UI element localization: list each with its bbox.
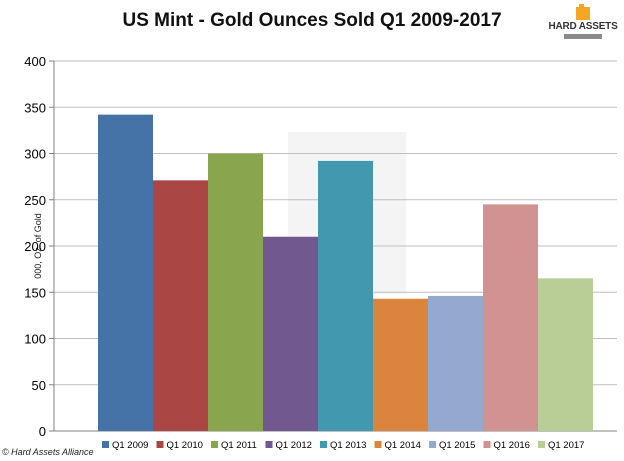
legend-label: Q1 2017 xyxy=(548,440,584,451)
legend-label: Q1 2010 xyxy=(167,440,203,451)
bar-q1-2012 xyxy=(263,236,318,431)
legend-swatch xyxy=(102,441,109,448)
y-tick-label: 200 xyxy=(24,239,46,254)
hard-assets-logo: HARD ASSETS xyxy=(548,4,618,42)
legend-swatch xyxy=(429,441,436,448)
y-tick-label: 400 xyxy=(24,54,46,69)
logo-subtitle-bar xyxy=(564,34,602,39)
legend-swatch xyxy=(374,441,382,448)
bar-q1-2013 xyxy=(318,160,373,431)
legend-label: Q1 2016 xyxy=(494,440,530,451)
legend-label: Q1 2011 xyxy=(221,440,257,451)
y-tick-label: 50 xyxy=(32,378,46,393)
y-tick-label: 0 xyxy=(39,424,46,439)
y-tick-label: 100 xyxy=(24,332,46,347)
bar-q1-2010 xyxy=(153,180,208,431)
legend-swatch xyxy=(320,441,327,448)
legend-label: Q1 2014 xyxy=(385,440,421,451)
house-icon xyxy=(576,4,590,20)
y-tick-label: 350 xyxy=(24,100,46,115)
legend-swatch xyxy=(483,441,491,448)
bar-q1-2011 xyxy=(208,153,263,431)
bar-q1-2016 xyxy=(483,204,538,431)
legend-swatch xyxy=(265,441,273,448)
legend-swatch xyxy=(156,441,164,448)
y-tick-label: 300 xyxy=(24,147,46,162)
legend-label: Q1 2009 xyxy=(112,440,148,451)
y-axis-label: 000, Oz. of Gold xyxy=(33,213,43,279)
bar-q1-2014 xyxy=(373,298,428,431)
legend-label: Q1 2012 xyxy=(276,440,312,451)
logo-text: HARD ASSETS xyxy=(548,21,618,32)
legend-label: Q1 2013 xyxy=(330,440,366,451)
bar-q1-2017 xyxy=(538,278,593,431)
legend-swatch xyxy=(538,441,545,448)
legend-swatch xyxy=(211,441,218,448)
legend-label: Q1 2015 xyxy=(439,440,475,451)
chart-title: US Mint - Gold Ounces Sold Q1 2009-2017 xyxy=(122,10,502,31)
y-tick-label: 250 xyxy=(24,193,46,208)
y-tick-label: 150 xyxy=(24,285,46,300)
bar-q1-2009 xyxy=(98,114,153,432)
bar-q1-2015 xyxy=(428,295,483,431)
copyright-text: © Hard Assets Alliance xyxy=(2,447,94,457)
